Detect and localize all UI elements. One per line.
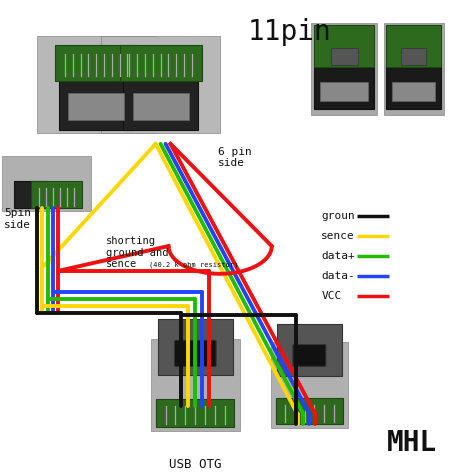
- Bar: [68, 93, 124, 120]
- Text: data-: data-: [321, 271, 355, 281]
- FancyBboxPatch shape: [174, 340, 216, 366]
- Text: 5pin
side: 5pin side: [4, 209, 31, 230]
- Bar: [386, 67, 441, 109]
- Bar: [314, 25, 374, 67]
- Text: (40.2 k ohm resistor): (40.2 k ohm resistor): [149, 262, 238, 268]
- Bar: [2, 156, 91, 211]
- Bar: [36, 36, 155, 133]
- Text: 6 pin
side: 6 pin side: [218, 147, 252, 168]
- Bar: [123, 81, 198, 130]
- Bar: [158, 319, 233, 375]
- Text: 11pin: 11pin: [248, 18, 331, 46]
- Bar: [133, 93, 189, 120]
- Text: sence: sence: [321, 231, 355, 241]
- Bar: [101, 36, 220, 133]
- Text: data+: data+: [321, 251, 355, 261]
- Bar: [401, 48, 426, 65]
- Bar: [386, 25, 441, 67]
- Bar: [31, 181, 82, 209]
- Text: groun: groun: [321, 211, 355, 221]
- Text: MHL: MHL: [387, 428, 437, 456]
- Bar: [320, 82, 368, 100]
- Text: shorting
ground and
sence: shorting ground and sence: [106, 236, 169, 269]
- Bar: [59, 81, 133, 130]
- Bar: [14, 181, 46, 209]
- Bar: [120, 46, 201, 81]
- Bar: [275, 398, 343, 424]
- Bar: [311, 23, 377, 115]
- Bar: [156, 399, 235, 427]
- Text: USB OTG: USB OTG: [169, 458, 221, 471]
- Text: VCC: VCC: [321, 291, 342, 301]
- Bar: [331, 48, 357, 65]
- Bar: [314, 67, 374, 109]
- Bar: [151, 339, 240, 430]
- FancyBboxPatch shape: [293, 345, 326, 366]
- Bar: [271, 342, 348, 428]
- Bar: [55, 46, 137, 81]
- Bar: [277, 324, 342, 376]
- Bar: [383, 23, 444, 115]
- Bar: [392, 82, 436, 100]
